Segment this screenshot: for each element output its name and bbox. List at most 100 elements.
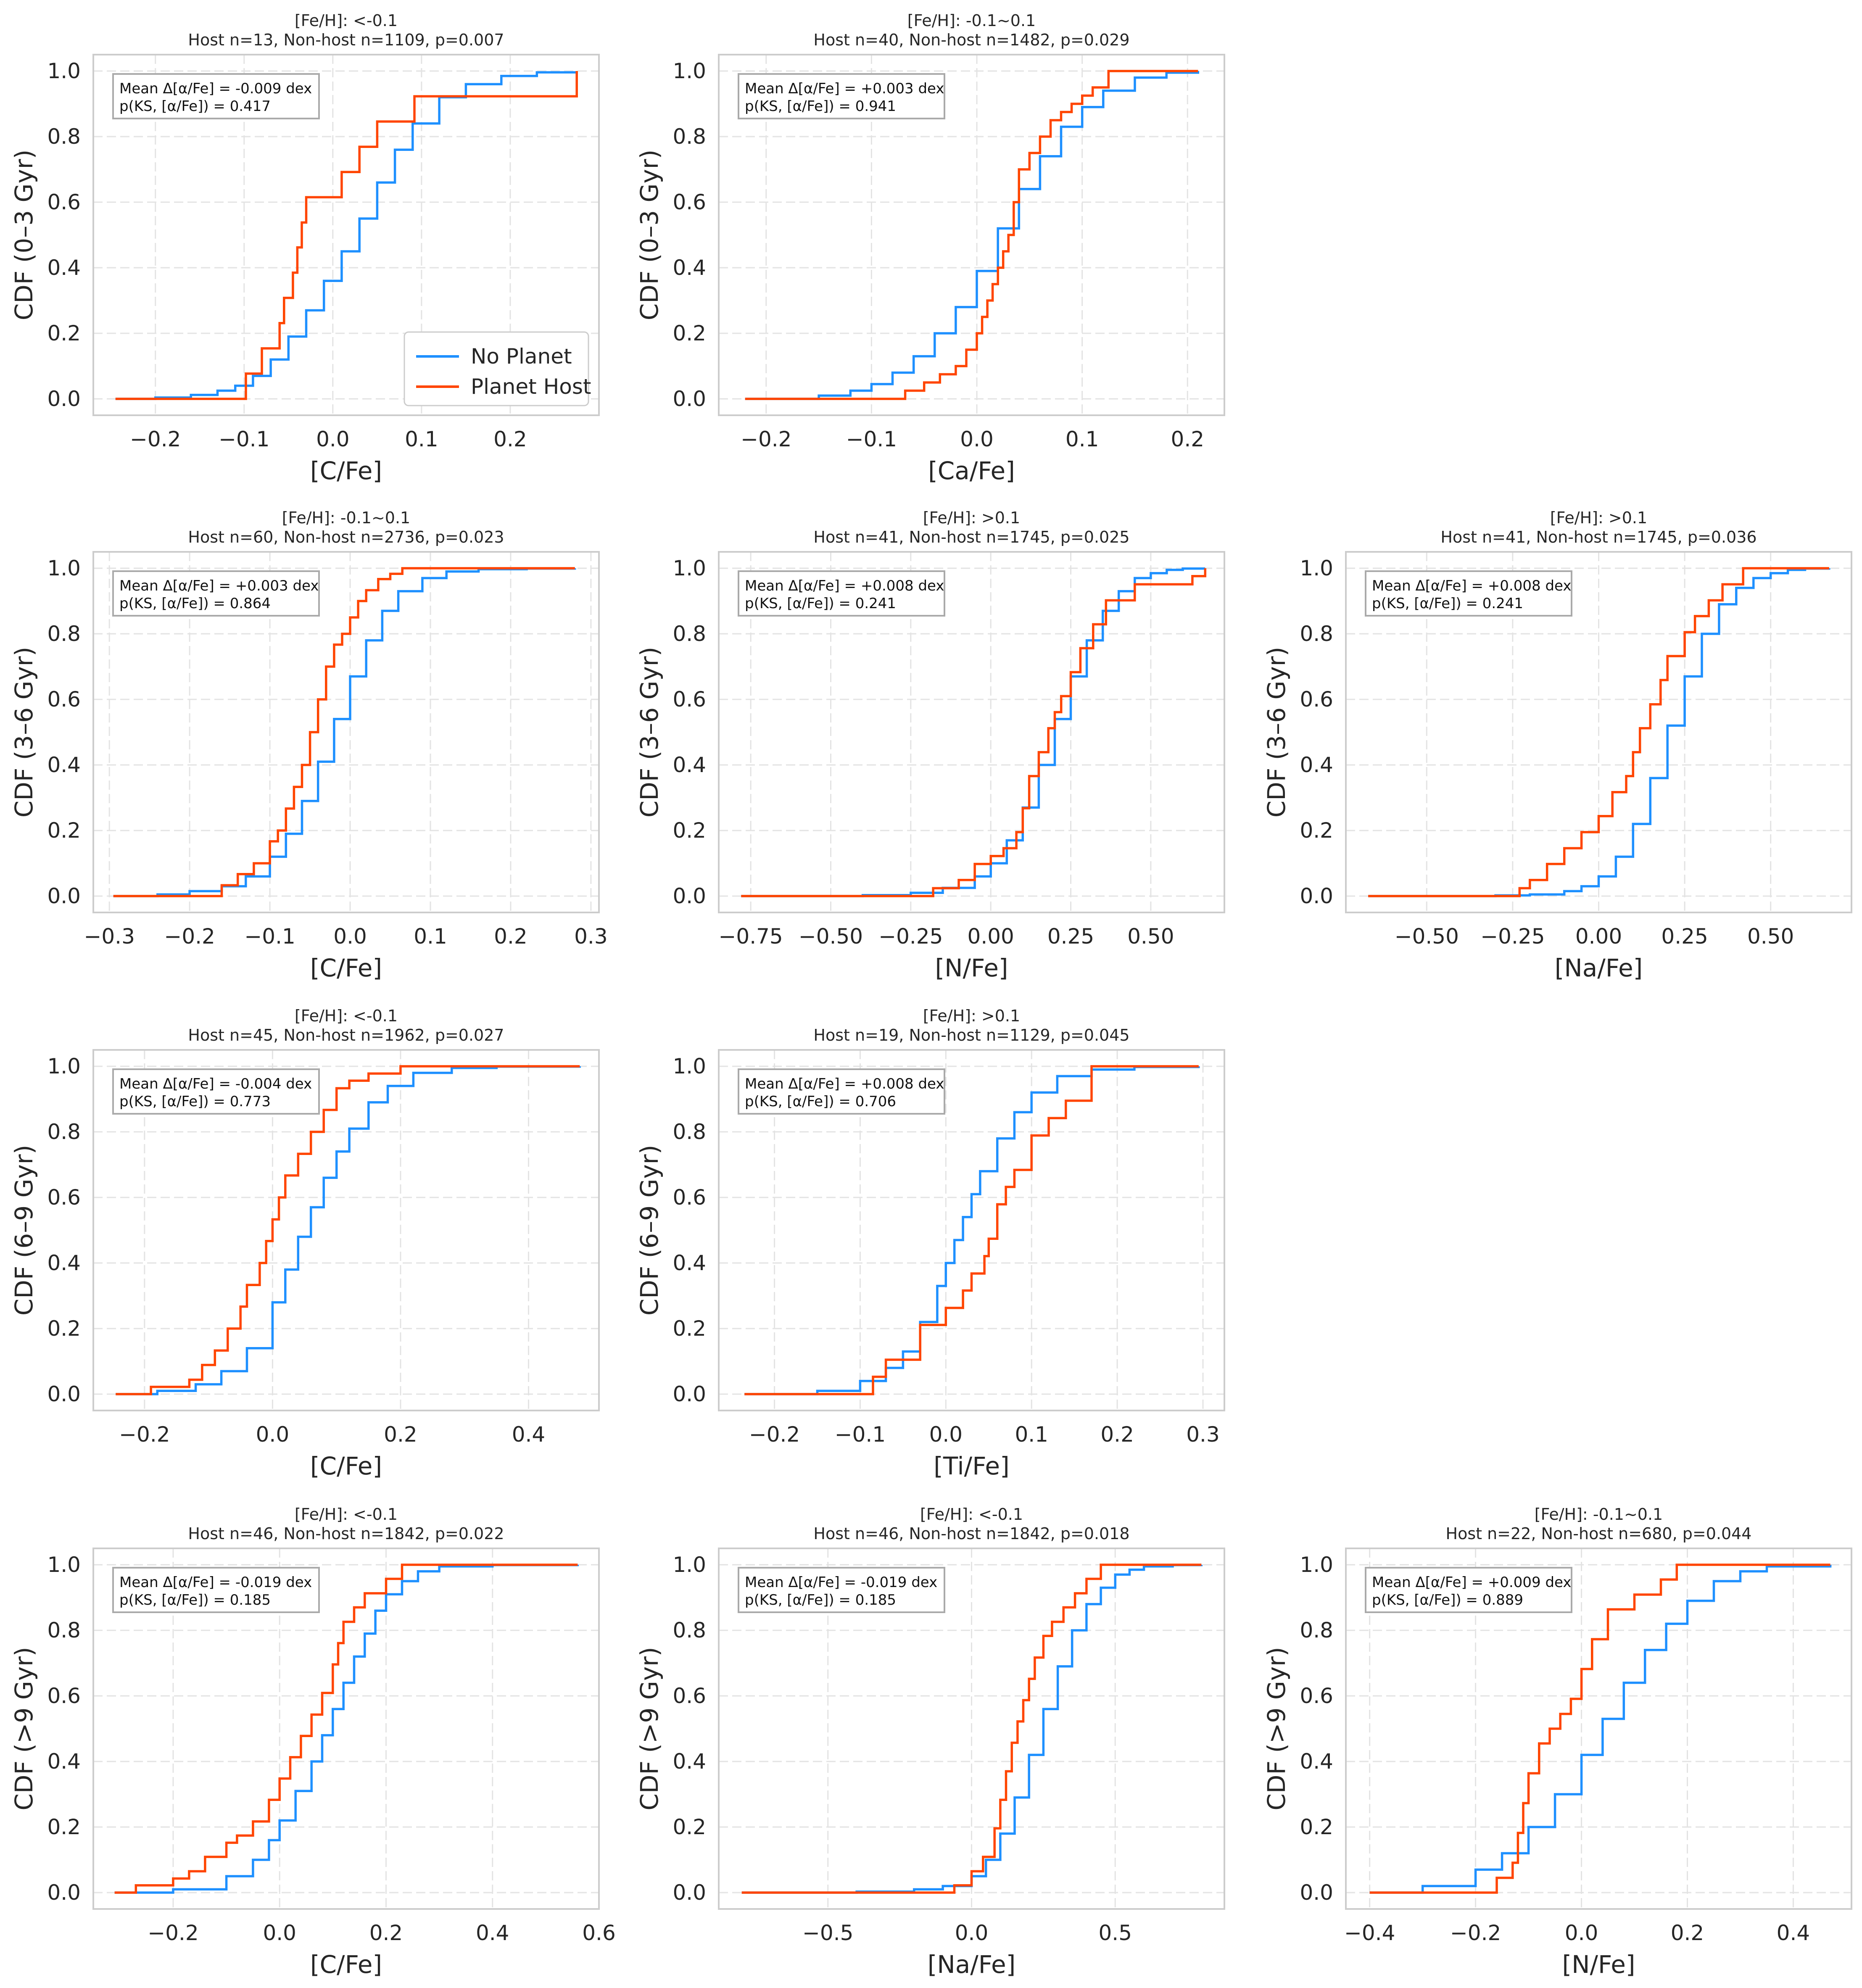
series-line-no-planet bbox=[113, 567, 576, 897]
x-tick-label: 0.50 bbox=[1747, 924, 1794, 949]
x-axis-label: [Ti/Fe] bbox=[934, 1452, 1009, 1480]
y-tick-label: 0.4 bbox=[47, 1251, 81, 1275]
x-tick-label: −0.50 bbox=[1395, 924, 1459, 949]
y-tick-label: 1.0 bbox=[673, 556, 706, 580]
y-tick-label: 0.8 bbox=[1300, 622, 1333, 646]
series-line-planet-host bbox=[745, 70, 1198, 400]
y-tick-label: 0.6 bbox=[1300, 1684, 1333, 1708]
axes-frame bbox=[92, 1548, 600, 1910]
x-tick-label: 0.5 bbox=[1098, 1921, 1132, 1945]
y-tick-label: 0.2 bbox=[673, 1316, 706, 1341]
y-tick-label: 0.4 bbox=[673, 256, 706, 280]
y-tick-label: 0.8 bbox=[1300, 1618, 1333, 1643]
x-tick-label: 0.25 bbox=[1661, 924, 1708, 949]
stats-ks-pvalue: p(KS, [α/Fe]) = 0.241 bbox=[745, 595, 896, 612]
series-line-no-planet bbox=[116, 1065, 581, 1395]
series-line-planet-host bbox=[114, 1564, 578, 1894]
y-tick-label: 1.0 bbox=[673, 59, 706, 83]
chart-panel: −0.2 −0.1 0.0 0.1 0.2 0.3 0.0 0.2 0.4 0.6 0.8 1.0 [T… bbox=[635, 1007, 1225, 1480]
y-tick-label: 0.2 bbox=[47, 321, 81, 345]
y-tick-label: 0.0 bbox=[673, 884, 706, 908]
chart-title-line1: [Fe/H]: >0.1 bbox=[923, 1007, 1020, 1025]
series-line-planet-host bbox=[116, 1065, 580, 1395]
x-tick-label: −0.2 bbox=[1450, 1921, 1501, 1945]
x-tick-label: 0.2 bbox=[369, 1921, 403, 1945]
y-tick-label: 0.8 bbox=[47, 1618, 81, 1643]
x-tick-label: −0.1 bbox=[219, 427, 269, 451]
series-line-planet-host bbox=[744, 1065, 1199, 1395]
y-axis-label: CDF (0–3 Gyr) bbox=[10, 150, 38, 321]
y-tick-label: 0.0 bbox=[673, 387, 706, 411]
y-tick-label: 0.8 bbox=[673, 622, 706, 646]
y-tick-label: 0.2 bbox=[1300, 818, 1333, 843]
x-tick-label: 0.0 bbox=[263, 1921, 296, 1945]
stats-ks-pvalue: p(KS, [α/Fe]) = 0.864 bbox=[119, 595, 271, 612]
y-tick-label: 0.0 bbox=[673, 1880, 706, 1905]
y-axis-label: CDF (>9 Gyr) bbox=[635, 1647, 664, 1810]
x-tick-label: 0.1 bbox=[1015, 1422, 1048, 1447]
x-tick-label: −0.2 bbox=[119, 1422, 170, 1447]
y-tick-label: 0.8 bbox=[673, 1120, 706, 1144]
stats-box bbox=[738, 1567, 945, 1613]
series-line-planet-host bbox=[741, 1564, 1202, 1894]
chart-title-line2: Host n=13, Non-host n=1109, p=0.007 bbox=[188, 31, 504, 49]
x-tick-label: 0.1 bbox=[1066, 427, 1099, 451]
y-tick-label: 0.6 bbox=[47, 687, 81, 712]
x-tick-label: −0.2 bbox=[749, 1422, 800, 1447]
y-tick-label: 0.0 bbox=[1300, 1880, 1333, 1905]
y-tick-label: 1.0 bbox=[47, 1553, 81, 1577]
x-tick-label: −0.1 bbox=[244, 924, 295, 949]
series-line-no-planet bbox=[744, 1065, 1200, 1395]
chart-title-line1: [Fe/H]: <-0.1 bbox=[920, 1505, 1023, 1524]
y-tick-label: 0.4 bbox=[673, 753, 706, 777]
stats-mean-delta: Mean Δ[α/Fe] = -0.019 dex bbox=[745, 1574, 937, 1591]
x-tick-label: −0.5 bbox=[802, 1921, 853, 1945]
axes-frame bbox=[92, 551, 600, 913]
x-tick-label: 0.0 bbox=[256, 1422, 290, 1447]
stats-mean-delta: Mean Δ[α/Fe] = +0.009 dex bbox=[1372, 1574, 1571, 1591]
stats-box bbox=[112, 1068, 320, 1115]
y-tick-label: 0.6 bbox=[673, 190, 706, 214]
chart-panel: −0.2 0.0 0.2 0.4 0.6 0.0 0.2 0.4 0.6 0.8 1.0 [C/Fe]… bbox=[10, 1505, 616, 1979]
x-tick-label: 0.50 bbox=[1127, 924, 1174, 949]
y-tick-label: 0.2 bbox=[47, 1316, 81, 1341]
y-tick-label: 0.4 bbox=[673, 1251, 706, 1275]
chart-panel: −0.50 −0.25 0.00 0.25 0.50 0.0 0.2 0.4 0.6 0.8 1.0… bbox=[1262, 509, 1852, 982]
stats-ks-pvalue: p(KS, [α/Fe]) = 0.241 bbox=[1372, 595, 1523, 612]
y-tick-label: 0.6 bbox=[47, 1684, 81, 1708]
axes-frame bbox=[718, 54, 1225, 416]
x-tick-label: −0.1 bbox=[835, 1422, 886, 1447]
y-tick-label: 1.0 bbox=[673, 1054, 706, 1078]
x-axis-label: [C/Fe] bbox=[310, 954, 382, 982]
stats-box bbox=[738, 73, 945, 119]
y-tick-label: 0.0 bbox=[1300, 884, 1333, 908]
y-tick-label: 1.0 bbox=[1300, 1553, 1333, 1577]
stats-ks-pvalue: p(KS, [α/Fe]) = 0.185 bbox=[119, 1592, 271, 1608]
x-tick-label: 0.25 bbox=[1047, 924, 1094, 949]
chart-panel: −0.2 −0.1 0.0 0.1 0.2 0.0 0.2 0.4 0.6 0.8 1.0 [C/Fe… bbox=[10, 11, 600, 485]
y-tick-label: 0.4 bbox=[47, 753, 81, 777]
series-line-no-planet bbox=[115, 71, 578, 400]
y-tick-label: 1.0 bbox=[47, 556, 81, 580]
y-tick-label: 0.4 bbox=[1300, 1749, 1333, 1774]
chart-title-line1: [Fe/H]: >0.1 bbox=[1550, 509, 1647, 527]
x-tick-label: 0.3 bbox=[1186, 1422, 1220, 1447]
chart-panel: −0.4 −0.2 0.0 0.2 0.4 0.0 0.2 0.4 0.6 0.8 1.0 [N/Fe… bbox=[1262, 1505, 1852, 1979]
chart-title-line1: [Fe/H]: >0.1 bbox=[923, 509, 1020, 527]
stats-mean-delta: Mean Δ[α/Fe] = +0.003 dex bbox=[119, 577, 319, 594]
chart-title-line2: Host n=41, Non-host n=1745, p=0.025 bbox=[813, 528, 1129, 546]
series-line-no-planet bbox=[1369, 1565, 1832, 1894]
stats-mean-delta: Mean Δ[α/Fe] = -0.004 dex bbox=[119, 1076, 312, 1092]
x-tick-label: −0.25 bbox=[1480, 924, 1545, 949]
x-axis-label: [C/Fe] bbox=[310, 456, 382, 485]
x-tick-label: −0.2 bbox=[130, 427, 181, 451]
axes-frame bbox=[718, 1049, 1225, 1411]
y-axis-label: CDF (0–3 Gyr) bbox=[635, 150, 664, 321]
y-tick-label: 0.4 bbox=[47, 256, 81, 280]
y-tick-label: 0.0 bbox=[47, 387, 81, 411]
y-axis-label: CDF (3–6 Gyr) bbox=[10, 647, 38, 818]
x-tick-label: 0.0 bbox=[960, 427, 994, 451]
stats-ks-pvalue: p(KS, [α/Fe]) = 0.185 bbox=[745, 1592, 896, 1608]
stats-ks-pvalue: p(KS, [α/Fe]) = 0.706 bbox=[745, 1093, 896, 1110]
legend-label-no-planet: No Planet bbox=[471, 344, 572, 369]
